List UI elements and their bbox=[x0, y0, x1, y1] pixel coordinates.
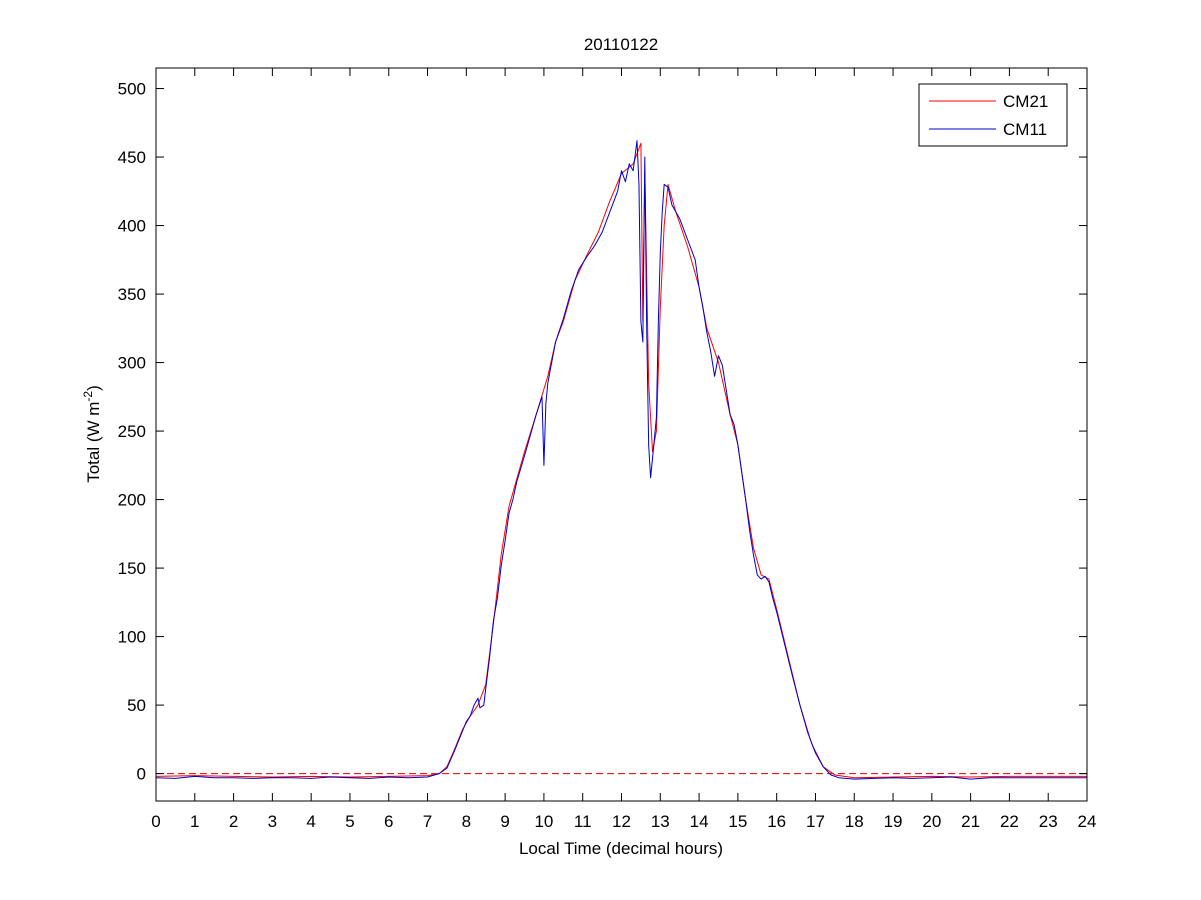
legend: CM21 CM11 bbox=[918, 83, 1068, 147]
x-tick-label: 22 bbox=[1000, 812, 1019, 831]
y-tick-label: 100 bbox=[118, 628, 146, 647]
x-tick-label: 17 bbox=[806, 812, 825, 831]
y-axis-label-superscript: -2 bbox=[81, 391, 95, 402]
x-tick-label: 20 bbox=[922, 812, 941, 831]
y-axis-label-end: ) bbox=[84, 385, 103, 391]
x-tick-label: 1 bbox=[190, 812, 199, 831]
x-tick-label: 16 bbox=[767, 812, 786, 831]
x-tick-label: 6 bbox=[384, 812, 393, 831]
y-tick-label: 350 bbox=[118, 285, 146, 304]
legend-box bbox=[918, 83, 1068, 147]
x-tick-label: 14 bbox=[690, 812, 709, 831]
x-tick-label: 18 bbox=[845, 812, 864, 831]
y-tick-label: 150 bbox=[118, 559, 146, 578]
x-tick-label: 8 bbox=[462, 812, 471, 831]
y-axis-label: Total (W m-2) bbox=[81, 385, 103, 483]
x-tick-label: 23 bbox=[1039, 812, 1058, 831]
y-tick-label: 50 bbox=[127, 696, 146, 715]
x-tick-label: 9 bbox=[500, 812, 509, 831]
x-tick-label: 19 bbox=[884, 812, 903, 831]
x-tick-label: 4 bbox=[306, 812, 315, 831]
x-axis: 0 1 2 3 4 5 6 7 8 9 10 11 12 13 14 15 16 17 18 19 20 21 22 23 24 bbox=[151, 68, 1096, 831]
x-tick-label: 2 bbox=[229, 812, 238, 831]
y-tick-label: 0 bbox=[137, 765, 146, 784]
x-tick-label: 7 bbox=[423, 812, 432, 831]
x-tick-label: 12 bbox=[612, 812, 631, 831]
x-axis-label: Local Time (decimal hours) bbox=[519, 839, 723, 858]
y-tick-label: 200 bbox=[118, 491, 146, 510]
y-axis: 0 50 100 150 200 250 300 350 400 450 500 bbox=[118, 80, 1087, 784]
y-tick-label: 250 bbox=[118, 422, 146, 441]
x-tick-label: 21 bbox=[961, 812, 980, 831]
x-tick-label: 15 bbox=[728, 812, 747, 831]
series-line-cm11 bbox=[155, 140, 1087, 780]
x-tick-label: 0 bbox=[151, 812, 160, 831]
x-tick-label: 24 bbox=[1078, 812, 1097, 831]
y-tick-label: 400 bbox=[118, 217, 146, 236]
series-layer bbox=[155, 140, 1087, 780]
chart-title: 20110122 bbox=[584, 35, 658, 54]
x-tick-label: 5 bbox=[345, 812, 354, 831]
x-tick-label: 13 bbox=[651, 812, 670, 831]
legend-label-cm21: CM21 bbox=[1003, 92, 1048, 111]
legend-label-cm11: CM11 bbox=[1003, 120, 1047, 139]
y-tick-label: 500 bbox=[118, 80, 146, 99]
y-axis-label-main: Total (W m bbox=[84, 402, 103, 483]
x-tick-label: 3 bbox=[268, 812, 277, 831]
x-tick-label: 10 bbox=[534, 812, 553, 831]
y-tick-label: 300 bbox=[118, 354, 146, 373]
y-tick-label: 450 bbox=[118, 148, 146, 167]
x-tick-label: 11 bbox=[574, 812, 592, 831]
